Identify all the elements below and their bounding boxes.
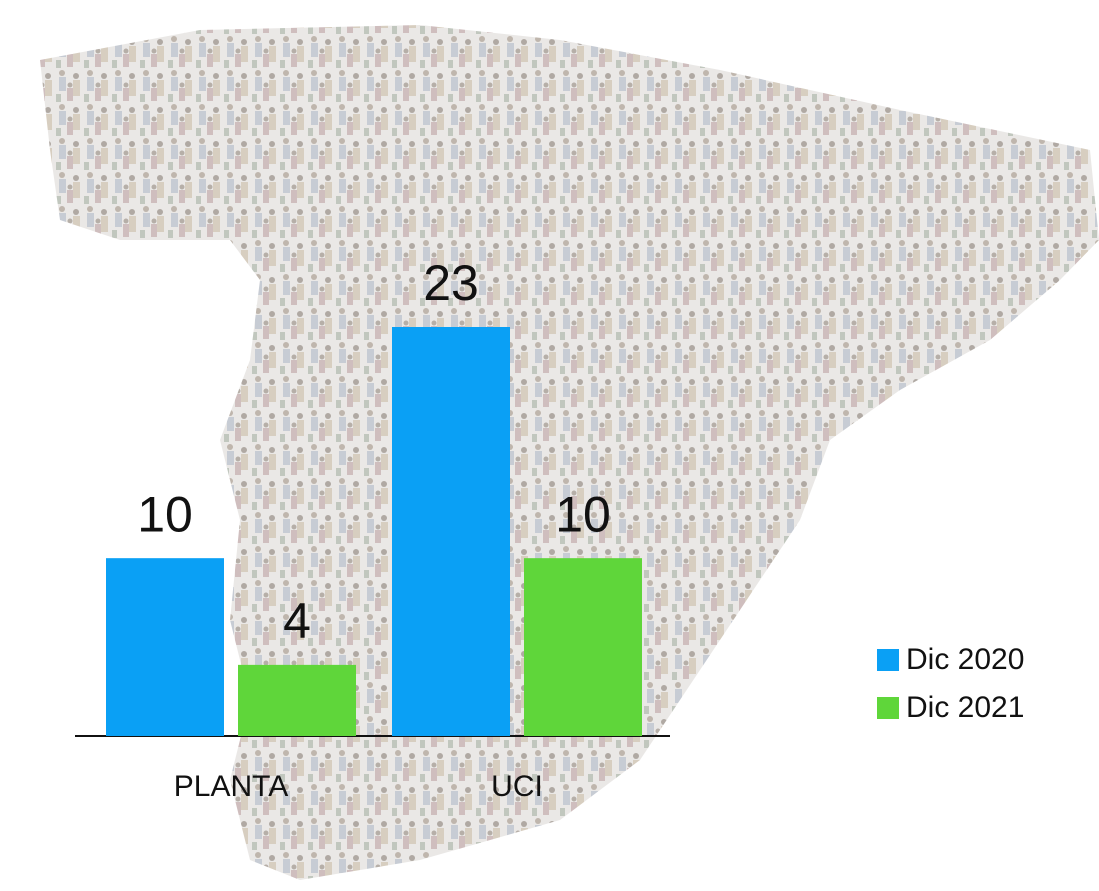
legend-swatch bbox=[877, 697, 899, 719]
chart: 10 4 PLANTA 23 10 UCI Dic 2020 Dic 2021 bbox=[0, 0, 1099, 891]
bar bbox=[524, 558, 642, 736]
page: {"chart_data": {"type": "bar", "categori… bbox=[0, 0, 1099, 891]
value-label: 10 bbox=[555, 486, 611, 542]
legend-label: Dic 2020 bbox=[906, 643, 1024, 676]
bar bbox=[392, 327, 510, 736]
legend-swatch bbox=[877, 649, 899, 671]
bar bbox=[238, 665, 356, 736]
x-tick-label: PLANTA bbox=[174, 770, 288, 803]
x-tick-label: UCI bbox=[491, 770, 543, 803]
map-background bbox=[40, 25, 1099, 880]
value-label: 10 bbox=[137, 486, 193, 542]
legend-label: Dic 2021 bbox=[906, 691, 1024, 724]
bar bbox=[106, 558, 224, 736]
value-label: 4 bbox=[283, 593, 311, 649]
value-label: 23 bbox=[423, 255, 479, 311]
